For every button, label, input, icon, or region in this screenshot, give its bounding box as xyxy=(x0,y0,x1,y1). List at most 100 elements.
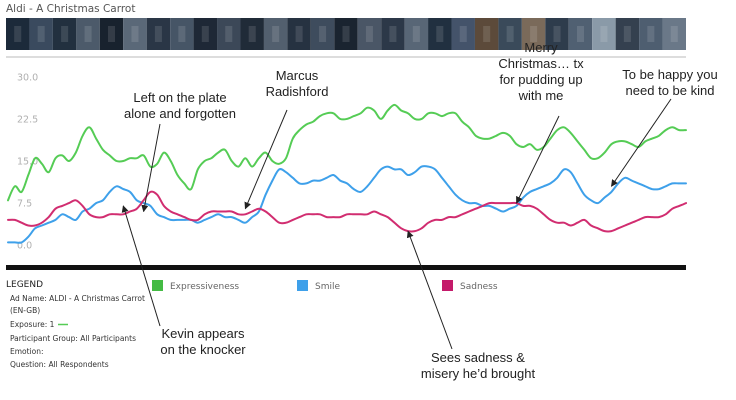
filmstrip-frame-highlight xyxy=(61,26,69,42)
filmstrip-frame[interactable] xyxy=(170,18,194,50)
annotation-arrow xyxy=(516,115,560,204)
filmstrip-frame-highlight xyxy=(389,26,397,42)
exposure-label: Exposure: 1 xyxy=(10,320,55,329)
filmstrip-frame[interactable] xyxy=(217,18,241,50)
filmstrip-frame[interactable] xyxy=(545,18,569,50)
series-line-sadness xyxy=(7,190,687,233)
filmstrip-frame-highlight xyxy=(506,26,514,42)
filmstrip-frame-highlight xyxy=(459,26,467,42)
annotations: Left on the plate alone and forgotten Marc… xyxy=(121,40,718,381)
filmstrip-frame[interactable] xyxy=(29,18,53,50)
annotation: Left on the plate alone and forgotten xyxy=(124,90,236,213)
filmstrip-frame[interactable] xyxy=(568,18,593,50)
filmstrip-frame-highlight xyxy=(647,26,655,42)
filmstrip-frame-highlight xyxy=(670,26,678,42)
legend-swatch xyxy=(442,280,453,291)
annotation-arrow xyxy=(121,205,161,327)
legend-swatch xyxy=(152,280,163,291)
annotation-text: Merry Christmas… tx for pudding up with me xyxy=(498,40,584,103)
filmstrip-frame[interactable] xyxy=(498,18,522,50)
filmstrip-frame-highlight xyxy=(248,26,256,42)
filmstrip-frame-highlight xyxy=(84,26,92,42)
question-label: Question: All Respondents xyxy=(10,360,109,369)
filmstrip-frame[interactable] xyxy=(357,18,382,50)
filmstrip-frame-highlight xyxy=(225,26,233,42)
y-tick-label: 0.0 xyxy=(17,241,32,252)
filmstrip-frame[interactable] xyxy=(6,18,30,50)
filmstrip-frame[interactable] xyxy=(123,18,147,50)
filmstrip-frame-highlight xyxy=(436,26,444,42)
filmstrip-frame[interactable] xyxy=(381,18,405,50)
filmstrip-frame[interactable] xyxy=(404,18,429,50)
filmstrip-frame[interactable] xyxy=(146,18,171,50)
filmstrip-frame[interactable] xyxy=(474,18,499,50)
filmstrip-frame-highlight xyxy=(412,26,420,42)
annotation: Marcus Radishford xyxy=(244,68,329,210)
filmstrip-frame[interactable] xyxy=(310,18,335,50)
y-axis: 30.0 22.5 15.0 7.5 0.0 xyxy=(17,72,38,251)
annotation-text: Left on the plate alone and forgotten xyxy=(124,90,236,121)
filmstrip-frame-highlight xyxy=(623,26,631,42)
filmstrip-frame[interactable] xyxy=(662,18,686,50)
filmstrip-frame[interactable] xyxy=(52,18,77,50)
filmstrip-frame[interactable] xyxy=(287,18,311,50)
annotation-arrow xyxy=(141,123,161,213)
legend: Expressiveness Smile Sadness xyxy=(152,280,498,292)
filmstrip-frame-highlight xyxy=(319,26,327,42)
filmstrip-frame-highlight xyxy=(576,26,584,42)
annotation: Merry Christmas… tx for pudding up with me xyxy=(498,40,584,204)
timeline-bar[interactable] xyxy=(6,265,686,270)
annotation-arrow xyxy=(406,230,453,350)
filmstrip-frame-highlight xyxy=(201,26,209,42)
ad-details: Ad Name: ALDI - A Christmas Carrot (EN-G… xyxy=(10,294,145,369)
filmstrip-frame-highlight xyxy=(295,26,303,42)
ad-name: Ad Name: ALDI - A Christmas Carrot xyxy=(10,294,145,303)
filmstrip-frame-highlight xyxy=(178,26,186,42)
filmstrip-frame-highlight xyxy=(154,26,162,42)
filmstrip-frame[interactable] xyxy=(240,18,264,50)
filmstrip-frame[interactable] xyxy=(76,18,100,50)
filmstrip-frame[interactable] xyxy=(521,18,546,50)
legend-label: Smile xyxy=(315,282,340,292)
series-lines xyxy=(7,103,687,244)
annotation: Sees sadness & misery he’d brought xyxy=(406,230,536,381)
annotation-arrow xyxy=(244,109,288,210)
legend-item-sadness[interactable]: Sadness xyxy=(442,280,498,292)
annotation-text: Sees sadness & misery he’d brought xyxy=(421,350,536,381)
filmstrip-frame[interactable] xyxy=(615,18,640,50)
annotation-text: Kevin appears on the knocker xyxy=(160,326,246,357)
y-tick-label: 7.5 xyxy=(17,199,32,210)
filmstrip-frame[interactable] xyxy=(263,18,288,50)
legend-item-smile[interactable]: Smile xyxy=(297,280,340,292)
filmstrip-frame-highlight xyxy=(108,26,116,42)
filmstrip-frame[interactable] xyxy=(428,18,452,50)
filmstrip-frame-highlight xyxy=(14,26,22,42)
filmstrip-frame[interactable] xyxy=(451,18,475,50)
legend-heading: LEGEND xyxy=(6,280,43,290)
filmstrip-frame[interactable] xyxy=(592,18,616,50)
filmstrip-frame[interactable] xyxy=(193,18,218,50)
annotation-text: To be happy you need to be kind xyxy=(622,67,717,98)
legend-label: Sadness xyxy=(460,282,498,292)
filmstrip-frame-highlight xyxy=(342,26,350,42)
filmstrip-frame-highlight xyxy=(483,26,491,42)
filmstrip-frame[interactable] xyxy=(99,18,124,50)
filmstrip-frame[interactable] xyxy=(334,18,358,50)
annotation-text: Marcus Radishford xyxy=(266,68,329,99)
participant-group: Participant Group: All Participants xyxy=(10,334,136,343)
filmstrip-frame[interactable] xyxy=(639,18,663,50)
filmstrip-frame-highlight xyxy=(37,26,45,42)
filmstrip-frame-highlight xyxy=(600,26,608,42)
annotation: To be happy you need to be kind xyxy=(611,67,718,187)
y-tick-label: 15.0 xyxy=(17,157,38,168)
legend-item-expressiveness[interactable]: Expressiveness xyxy=(152,280,239,292)
filmstrip-frame-highlight xyxy=(365,26,373,42)
filmstrip-frame-highlight xyxy=(553,26,561,42)
ad-locale: (EN-GB) xyxy=(10,306,40,315)
filmstrip-frame-highlight xyxy=(131,26,139,42)
series-line-smile xyxy=(7,165,687,244)
legend-swatch xyxy=(297,280,308,291)
video-filmstrip[interactable] xyxy=(6,18,686,50)
legend-label: Expressiveness xyxy=(170,282,239,292)
